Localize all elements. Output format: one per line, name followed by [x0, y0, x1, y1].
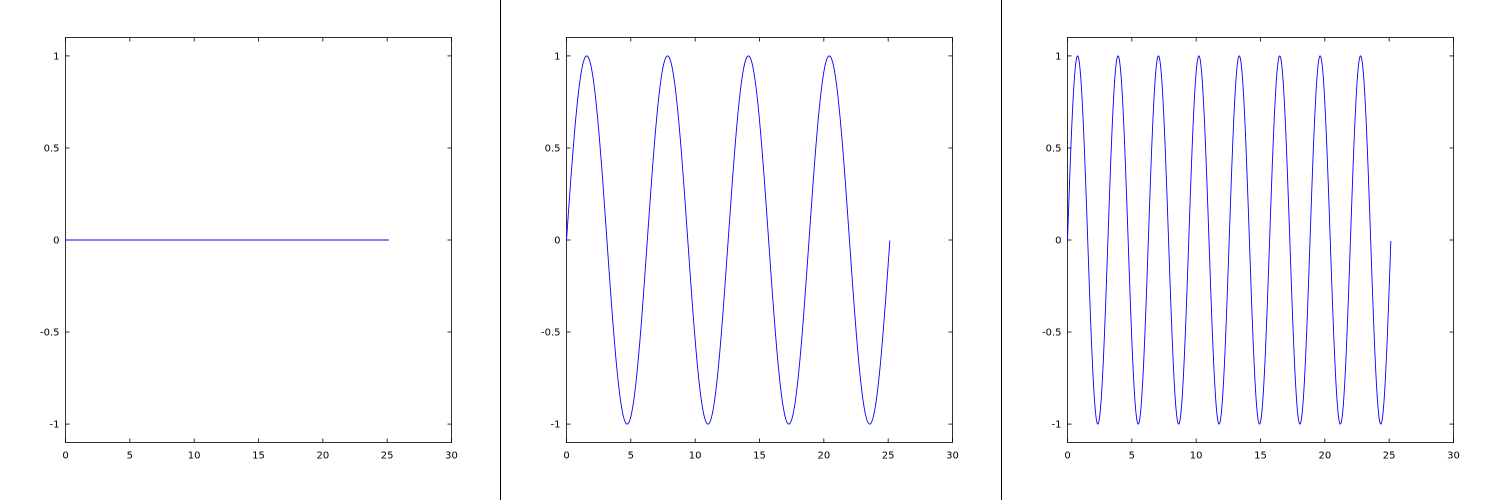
- x-tick-label: 0: [1064, 451, 1070, 462]
- x-tick-label: 15: [753, 451, 766, 462]
- x-tick-label: 30: [445, 451, 458, 462]
- x-tick-label: 20: [817, 451, 830, 462]
- x-tick-label: 25: [381, 451, 394, 462]
- x-tick-label: 20: [1318, 451, 1331, 462]
- x-tick-label: 15: [252, 451, 265, 462]
- x-tick-label: 15: [1254, 451, 1267, 462]
- plot-frame: [566, 37, 953, 443]
- y-tick-label: 1: [554, 51, 560, 62]
- series-line: [1067, 55, 1392, 425]
- x-tick-label: 10: [689, 451, 702, 462]
- y-tick-label: 0.5: [1046, 143, 1062, 154]
- x-tick-label: 5: [127, 451, 133, 462]
- x-tick-label: 25: [882, 451, 895, 462]
- y-tick-label: 0: [554, 236, 560, 247]
- y-tick-label: 0: [53, 236, 59, 247]
- y-tick-label: -1: [1052, 420, 1062, 431]
- x-tick-label: 30: [1447, 451, 1460, 462]
- x-tick-label: 0: [62, 451, 68, 462]
- x-tick-label: 10: [1190, 451, 1203, 462]
- series-line: [566, 55, 891, 425]
- x-tick-label: 25: [1383, 451, 1396, 462]
- plot-frame: [1067, 37, 1454, 443]
- chart-panel-3: 0 5 10 15 20 25 30 1 0.5 0 -0.5 -1: [1042, 37, 1460, 462]
- y-tick-label: -1: [551, 420, 561, 431]
- x-tick-label: 20: [316, 451, 329, 462]
- chart-panel-1: 0 5 10 15 20 25 30 1 0.5 0 -0.5 -1: [40, 37, 458, 462]
- x-tick-label: 10: [188, 451, 201, 462]
- x-tick-label: 30: [946, 451, 959, 462]
- y-tick-label: -0.5: [541, 328, 561, 339]
- y-tick-label: 0: [1055, 236, 1061, 247]
- y-tick-label: -1: [50, 420, 60, 431]
- y-tick-label: -0.5: [40, 328, 60, 339]
- y-tick-label: 0.5: [545, 143, 561, 154]
- x-tick-label: 0: [563, 451, 569, 462]
- y-tick-label: 1: [1055, 51, 1061, 62]
- y-tick-label: 0.5: [44, 143, 60, 154]
- y-tick-label: 1: [53, 51, 59, 62]
- chart-panel-2: 0 5 10 15 20 25 30 1 0.5 0 -0.5 -1: [541, 37, 959, 462]
- x-tick-label: 5: [628, 451, 634, 462]
- y-tick-label: -0.5: [1042, 328, 1062, 339]
- x-tick-label: 5: [1129, 451, 1135, 462]
